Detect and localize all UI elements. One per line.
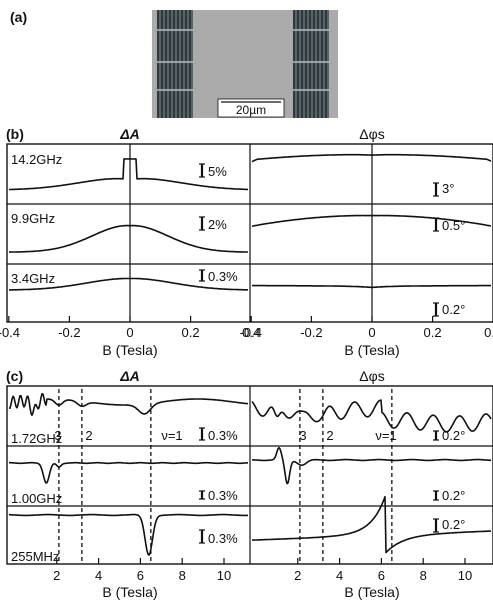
tick-label: 0: [126, 325, 133, 340]
data-trace: [9, 277, 249, 291]
filling-label: 2: [85, 428, 92, 443]
filling-label: 3: [299, 428, 306, 443]
panel-a-label: (a): [10, 9, 27, 25]
sample-micrograph: 20µm: [152, 10, 338, 118]
scale-bar: [433, 217, 439, 232]
scale-bar: [199, 216, 205, 231]
panel-b-label: (b): [6, 126, 24, 142]
scale-bar: [433, 302, 439, 317]
scale-bar: [199, 490, 205, 500]
scale-bar-value: 5%: [208, 164, 227, 179]
tick-label: -0.2: [300, 325, 322, 340]
tick-label: 4: [95, 568, 102, 583]
data-trace: [252, 284, 491, 289]
freq-label: 9.9GHz: [11, 211, 55, 226]
panel-c-label: (c): [6, 368, 23, 384]
data-trace: [251, 446, 491, 485]
tick-label: -0.2: [58, 325, 80, 340]
scale-bar-label: 20µm: [236, 103, 266, 117]
scale-bar: [199, 529, 205, 544]
scale-bar: [433, 430, 439, 441]
panel-c-right-title: Δφs: [359, 368, 384, 384]
tick-label: 6: [378, 568, 385, 583]
filling-label: ν=1: [375, 428, 396, 443]
freq-label: 3.4GHz: [11, 271, 55, 286]
panel-c-plot: 2 2 4 4 6 6 8 8 10 10 3 2 ν=1 3 2 ν=1 1.72GHz 1.0…: [6, 385, 493, 583]
freq-label: 1.72GHz: [11, 431, 62, 446]
panel-b-right-xlabel: B (Tesla): [344, 342, 399, 358]
scale-bar-value: 0.2°: [442, 428, 465, 443]
scale-bar: [199, 269, 205, 282]
panel-c-right-xlabel: B (Tesla): [344, 584, 399, 600]
panel-b-plot: -0.4-0.200.20.4-0.4-0.200.20.4 14.2GHz 9…: [0, 143, 493, 340]
tick-label: 10: [458, 568, 472, 583]
data-trace: [9, 393, 249, 416]
scale-bar: [433, 490, 439, 501]
data-trace: [9, 461, 248, 484]
scale-bar: [199, 163, 205, 178]
data-trace: [9, 224, 248, 253]
scale-bar-value: 0.3%: [208, 531, 238, 546]
scale-bar-value: 0.2°: [442, 488, 465, 503]
scale-bar: [433, 518, 439, 533]
tick-label: 0.4: [484, 325, 493, 340]
tick-label: -0.4: [0, 325, 20, 340]
data-trace: [9, 513, 248, 556]
data-trace: [251, 399, 492, 433]
tick-label: 2: [53, 568, 60, 583]
data-trace: [251, 214, 492, 227]
scale-bar-value: 0.3%: [208, 488, 238, 503]
tick-label: 0.2: [182, 325, 200, 340]
panel-c-left-title: ΔA: [119, 368, 140, 384]
scale-bar-value: 2%: [208, 217, 227, 232]
panel-b-left-xlabel: B (Tesla): [102, 342, 157, 358]
tick-label: 4: [336, 568, 343, 583]
data-trace: [251, 153, 492, 163]
scale-bar-value: 0.2°: [442, 517, 465, 532]
scale-bar: [433, 182, 439, 197]
filling-label: 2: [326, 428, 333, 443]
scale-bar-value: 0.3%: [208, 269, 238, 284]
tick-label: 2: [294, 568, 301, 583]
tick-label: 10: [217, 568, 231, 583]
tick-label: 6: [137, 568, 144, 583]
tick-label: 0.4: [242, 325, 260, 340]
tick-label: 0: [368, 325, 375, 340]
tick-label: -0.4: [240, 325, 262, 340]
data-trace: [251, 495, 492, 554]
panel-b-left-title: ΔA: [119, 126, 140, 142]
freq-label: 1.00GHz: [11, 491, 62, 506]
scale-bar-value: 0.2°: [442, 302, 465, 317]
scale-bar-value: 3°: [442, 181, 454, 196]
tick-label: 0.2: [424, 325, 442, 340]
filling-label: ν=1: [161, 428, 182, 443]
panel-b-right-title: Δφs: [359, 126, 384, 142]
tick-label: 8: [179, 568, 186, 583]
tick-label: 8: [420, 568, 427, 583]
filling-label: 3: [54, 428, 61, 443]
panel-c-left-xlabel: B (Tesla): [102, 584, 157, 600]
freq-label: 255MHz: [11, 549, 59, 564]
freq-label: 14.2GHz: [11, 152, 62, 167]
scale-bar-value: 0.3%: [208, 428, 238, 443]
scale-bar: [199, 427, 205, 441]
data-trace: [9, 158, 248, 191]
scale-bar-value: 0.5°: [442, 218, 465, 233]
